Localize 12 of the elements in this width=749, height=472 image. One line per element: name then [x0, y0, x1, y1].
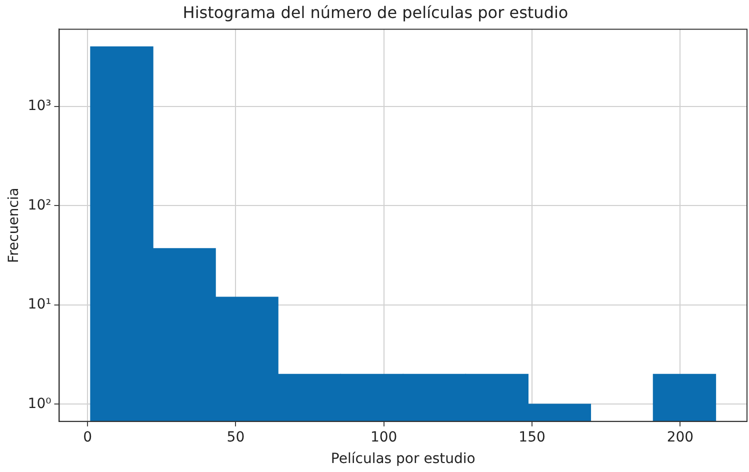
- x-tick-label: 50: [226, 429, 245, 446]
- x-tick-label: 150: [518, 429, 546, 446]
- x-tick-label: 200: [666, 429, 694, 446]
- y-axis-title: Frecuencia: [6, 188, 22, 263]
- y-tick-label: 10¹: [28, 296, 52, 313]
- y-tick-label: 10²: [28, 197, 52, 214]
- x-tick-label: 100: [370, 429, 398, 446]
- x-axis-title: Películas por estudio: [330, 451, 476, 468]
- y-tick-label: 10⁰: [28, 396, 52, 412]
- y-tick-label: 10³: [28, 98, 52, 114]
- x-tick-label: 0: [83, 429, 92, 446]
- chart-title: Histograma del número de películas por estudio: [182, 2, 568, 22]
